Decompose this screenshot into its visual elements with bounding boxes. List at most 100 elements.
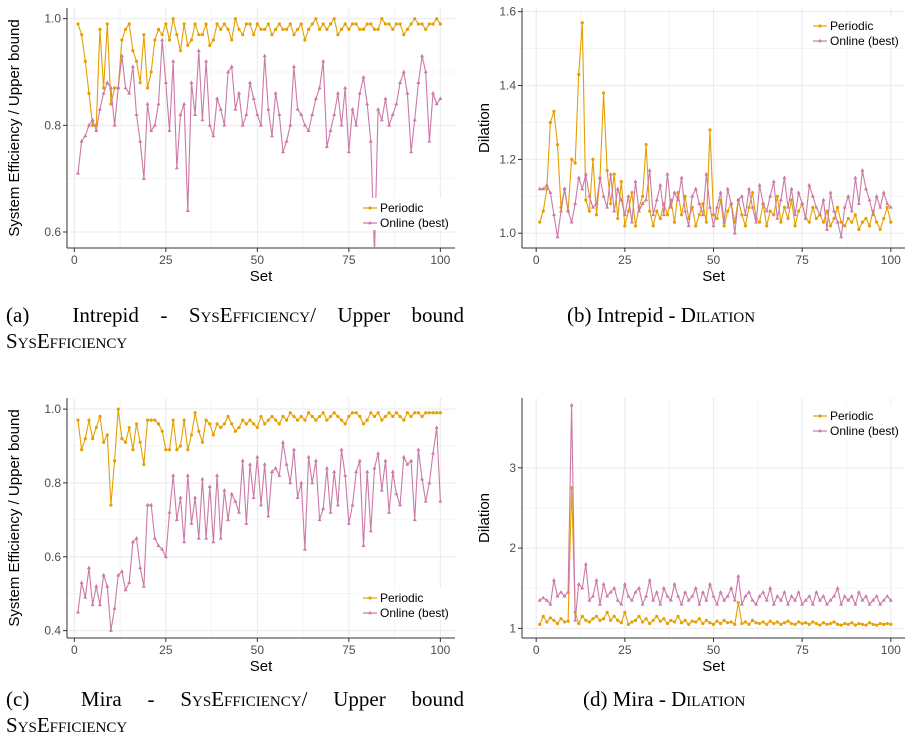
data-point	[412, 117, 417, 122]
data-point	[291, 64, 296, 68]
data-point	[372, 414, 377, 419]
data-point	[821, 220, 826, 224]
data-point	[676, 593, 681, 598]
data-point	[163, 554, 168, 559]
data-point	[153, 38, 157, 42]
data-point	[867, 601, 872, 606]
data-point	[424, 27, 428, 31]
data-point	[317, 414, 322, 419]
x-tick-label: 25	[159, 643, 173, 657]
data-point	[694, 620, 698, 624]
data-point	[292, 414, 296, 419]
data-point	[269, 133, 274, 138]
data-point	[846, 194, 851, 198]
data-point	[167, 38, 172, 42]
data-point	[697, 201, 702, 205]
series-line	[77, 409, 441, 506]
data-point	[796, 589, 801, 594]
data-point	[270, 414, 274, 419]
x-tick-label: 50	[707, 253, 721, 267]
data-point	[725, 186, 730, 191]
data-point	[361, 27, 366, 31]
data-point	[835, 585, 840, 590]
data-point	[818, 623, 822, 627]
data-point	[743, 212, 748, 217]
data-point	[640, 601, 645, 606]
data-point	[379, 117, 384, 122]
x-tick-label: 75	[795, 643, 809, 657]
data-point	[715, 216, 719, 221]
data-point	[658, 182, 663, 187]
data-point	[420, 414, 424, 419]
data-point	[679, 621, 684, 625]
data-point	[164, 22, 168, 26]
data-point	[204, 59, 209, 63]
data-point	[736, 197, 741, 202]
data-point	[875, 220, 879, 224]
data-point	[248, 80, 253, 84]
data-point	[310, 480, 315, 485]
data-point	[288, 123, 293, 127]
data-point	[800, 601, 805, 606]
data-point	[885, 621, 889, 626]
data-point	[637, 208, 642, 213]
data-point	[134, 536, 139, 540]
data-point	[768, 585, 773, 590]
series-periodic	[76, 17, 442, 127]
data-point	[605, 168, 609, 173]
data-point	[782, 589, 787, 594]
data-point	[718, 190, 723, 194]
data-point	[398, 80, 403, 84]
y-tick-label: 1.0	[499, 226, 516, 240]
data-point	[609, 618, 613, 622]
data-point	[875, 623, 879, 627]
chart-svg-intrepid-sysefficiency: 0 25 50 75 100 0.6 0.8 1.0 Set System Efficiency …	[6, 8, 455, 285]
data-point	[544, 597, 549, 602]
x-tick-label: 50	[251, 253, 265, 267]
caption-b-text1: Intrepid -	[596, 303, 681, 327]
data-point	[856, 201, 861, 205]
data-point	[314, 418, 318, 422]
data-point	[350, 411, 355, 415]
data-point	[601, 617, 606, 621]
data-point	[687, 622, 691, 626]
legend-label: Online (best)	[830, 424, 899, 438]
data-point	[306, 454, 311, 459]
data-point	[889, 622, 893, 626]
data-point	[676, 197, 681, 202]
data-point	[438, 499, 443, 503]
data-point	[273, 465, 278, 470]
data-point	[112, 86, 117, 90]
data-point	[878, 601, 883, 606]
x-tick-label: 25	[618, 643, 632, 657]
x-tick-label: 0	[71, 253, 78, 267]
data-point	[821, 621, 826, 625]
data-point	[555, 621, 560, 626]
data-point	[211, 539, 216, 544]
data-point	[863, 593, 868, 598]
data-point	[233, 429, 237, 433]
data-point	[697, 601, 702, 606]
data-point	[605, 610, 609, 614]
data-point	[317, 517, 322, 522]
data-point	[200, 440, 205, 444]
data-point	[562, 620, 567, 624]
data-point	[427, 22, 431, 26]
data-point	[754, 219, 759, 224]
data-point	[280, 149, 285, 154]
data-point	[828, 597, 833, 602]
data-point	[839, 220, 843, 224]
data-point	[141, 176, 146, 180]
legend-label: Periodic	[830, 19, 873, 33]
data-point	[288, 480, 293, 485]
data-point	[658, 216, 662, 221]
data-point	[299, 22, 303, 26]
data-point	[175, 448, 179, 452]
data-point	[277, 112, 282, 116]
data-point	[178, 112, 183, 116]
data-point	[336, 33, 340, 37]
data-point	[538, 622, 542, 626]
x-tick-label: 0	[533, 643, 540, 657]
data-point	[413, 411, 417, 415]
data-point	[665, 621, 669, 626]
